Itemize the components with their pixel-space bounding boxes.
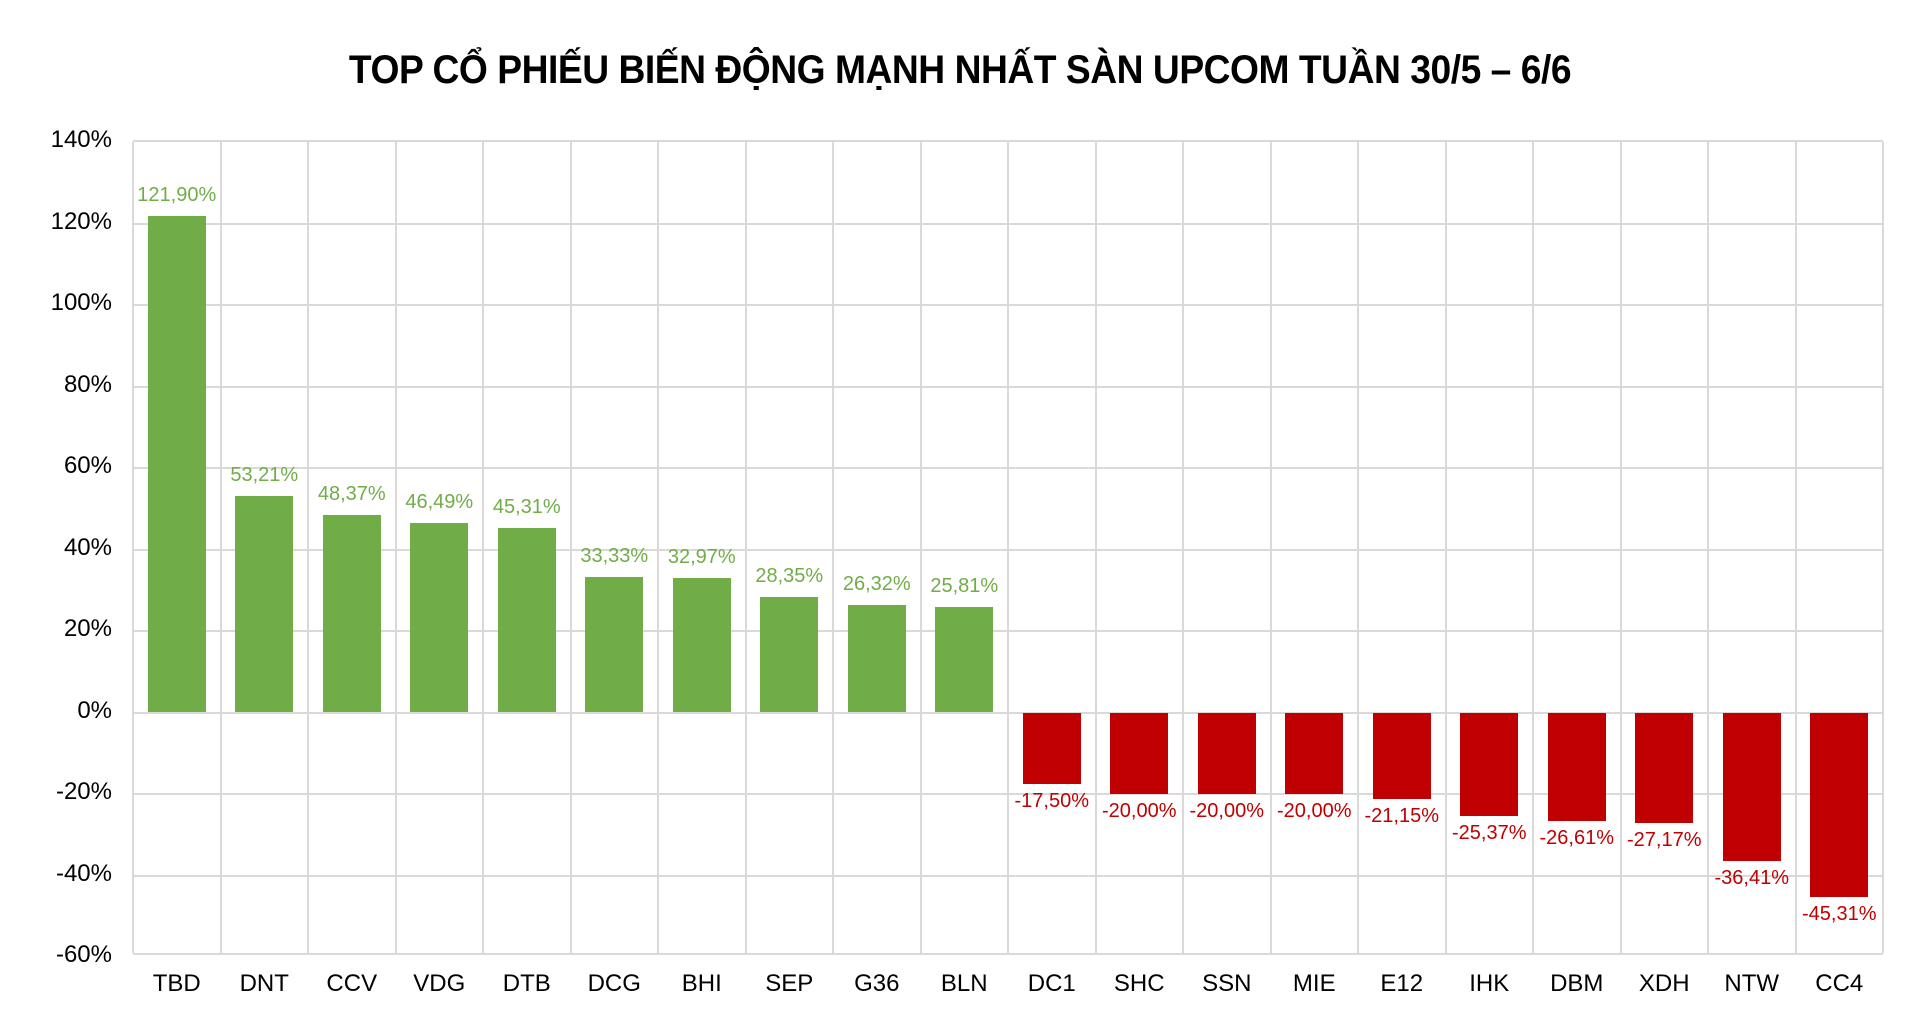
gridline-vertical xyxy=(1007,142,1009,953)
data-label: -27,17% xyxy=(1627,829,1702,852)
data-label: -25,37% xyxy=(1452,821,1527,844)
y-tick-label: 0% xyxy=(77,696,112,724)
data-label: 33,33% xyxy=(580,544,649,567)
x-tick-label: SSN xyxy=(1202,970,1252,997)
x-tick-label: IHK xyxy=(1469,970,1510,997)
y-tick-label: 120% xyxy=(50,207,112,235)
data-label: 48,37% xyxy=(317,483,386,506)
x-tick-label: NTW xyxy=(1724,970,1780,997)
bar-dcg xyxy=(585,576,644,713)
bar-mie xyxy=(1285,712,1344,794)
x-tick-label: XDH xyxy=(1638,970,1690,997)
bar-e12 xyxy=(1372,712,1431,799)
data-label: -20,00% xyxy=(1102,800,1177,822)
bar-vdg xyxy=(410,523,469,713)
bar-ntw xyxy=(1722,712,1781,861)
data-label: 45,31% xyxy=(492,495,561,518)
data-label: 46,49% xyxy=(405,491,474,514)
gridline-vertical xyxy=(1619,142,1622,953)
bar-sep xyxy=(760,596,819,713)
bar-dbm xyxy=(1547,712,1606,821)
data-label: -20,00% xyxy=(1277,800,1352,822)
gridline-vertical xyxy=(1794,142,1797,953)
gridline-vertical xyxy=(1182,142,1184,953)
gridline-vertical xyxy=(1882,142,1884,953)
y-tick-label: 140% xyxy=(50,126,112,153)
bar-ssn xyxy=(1197,712,1256,794)
data-label: -20,00% xyxy=(1189,800,1265,822)
x-tick-label: E12 xyxy=(1380,970,1424,997)
data-label: 32,97% xyxy=(667,546,736,569)
bar-ccv xyxy=(322,515,381,713)
x-tick-label: MIE xyxy=(1292,970,1336,997)
bar-ihk xyxy=(1460,712,1519,816)
data-label: 25,81% xyxy=(930,575,999,598)
gridline-vertical xyxy=(394,142,397,953)
y-tick-label: -40% xyxy=(55,859,112,887)
x-tick-label: BHI xyxy=(681,970,722,997)
gridline-vertical xyxy=(307,142,309,953)
gridline-vertical xyxy=(1532,142,1534,953)
y-tick-label: -20% xyxy=(55,778,112,805)
y-tick-label: 40% xyxy=(63,533,112,561)
x-tick-label: DC1 xyxy=(1027,970,1076,997)
x-tick-label: DCG xyxy=(587,970,641,997)
data-label: 28,35% xyxy=(755,564,824,587)
gridline-vertical xyxy=(219,142,222,953)
x-tick-label: G36 xyxy=(854,970,900,997)
bar-dc1 xyxy=(1022,712,1081,784)
data-label: -17,50% xyxy=(1014,789,1090,812)
data-label: -21,15% xyxy=(1364,804,1440,827)
gridline-vertical xyxy=(1444,142,1447,953)
x-tick-label: DBM xyxy=(1550,970,1604,997)
data-label: -36,41% xyxy=(1714,866,1790,889)
data-label: 26,32% xyxy=(842,573,911,596)
gridline-vertical xyxy=(744,142,747,953)
gridline-vertical xyxy=(1707,142,1709,953)
bar-dnt xyxy=(235,495,294,713)
bar-bhi xyxy=(672,578,731,713)
bar-tbd xyxy=(147,215,206,713)
x-tick-label: BLN xyxy=(940,970,988,997)
data-label: 121,90% xyxy=(137,183,217,206)
y-tick-label: 20% xyxy=(63,615,112,642)
bar-cc4 xyxy=(1810,712,1869,898)
bar-bln xyxy=(935,607,994,713)
gridline-vertical xyxy=(1094,142,1097,953)
gridline-vertical xyxy=(919,142,922,953)
bar-dtb xyxy=(497,527,556,713)
x-tick-label: CCV xyxy=(326,970,378,997)
x-tick-label: DTB xyxy=(502,970,551,997)
data-label: -45,31% xyxy=(1802,903,1877,926)
chart-title: TOP CỔ PHIẾU BIẾN ĐỘNG MẠNH NHẤT SÀN UPC… xyxy=(348,48,1572,92)
data-label: 53,21% xyxy=(230,463,299,486)
data-label: -26,61% xyxy=(1539,826,1615,849)
y-tick-label: -60% xyxy=(55,941,112,968)
y-tick-label: 60% xyxy=(63,452,112,479)
gridline-vertical xyxy=(482,142,484,953)
bar-xdh xyxy=(1635,712,1694,824)
x-tick-label: CC4 xyxy=(1815,970,1864,997)
y-tick-label: 80% xyxy=(63,370,112,398)
gridline-vertical xyxy=(132,142,134,953)
gridline-vertical xyxy=(657,142,659,953)
x-tick-label: VDG xyxy=(413,970,466,997)
gridline-vertical xyxy=(569,142,572,953)
gridline-vertical xyxy=(832,142,834,953)
gridline-vertical xyxy=(1269,142,1272,953)
bar-shc xyxy=(1110,712,1169,794)
x-tick-label: SEP xyxy=(765,970,814,997)
y-tick-label: 100% xyxy=(50,289,112,316)
plot-area: 121,90% 53,21% 48,37% 46,49% 45,31% 33,33% 32,… xyxy=(132,140,1884,955)
x-tick-label: DNT xyxy=(239,970,289,997)
x-tick-label: SHC xyxy=(1113,970,1165,997)
x-tick-label: TBD xyxy=(152,970,201,997)
gridline-vertical xyxy=(1357,142,1359,953)
bar-g36 xyxy=(847,605,906,713)
